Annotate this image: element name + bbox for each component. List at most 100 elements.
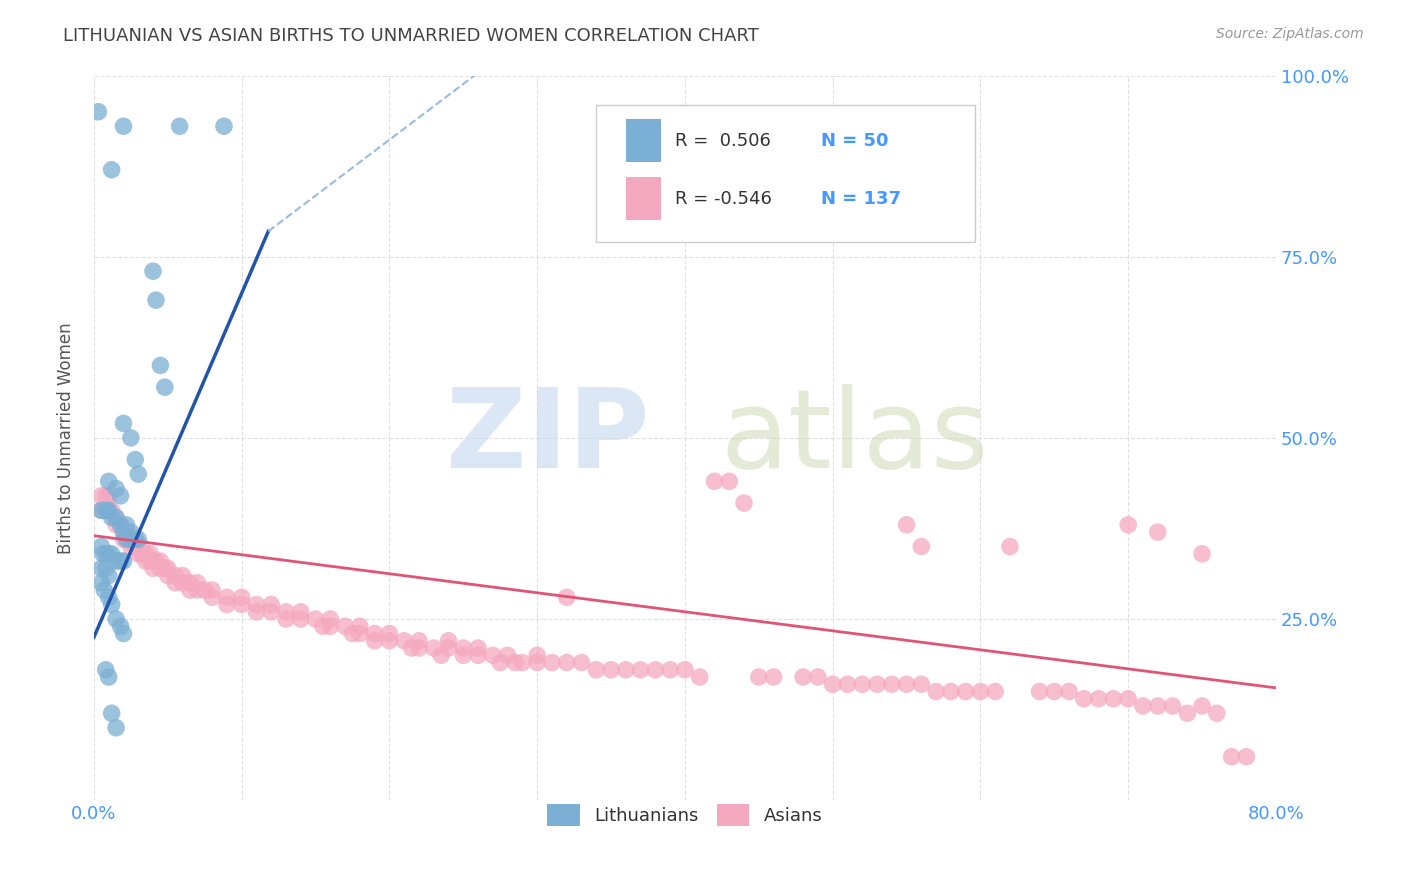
Point bbox=[94, 503, 117, 517]
Point bbox=[555, 591, 578, 605]
Point bbox=[105, 517, 128, 532]
Point bbox=[120, 525, 142, 540]
Point bbox=[105, 510, 128, 524]
Point bbox=[94, 489, 117, 503]
Point bbox=[630, 663, 652, 677]
Point bbox=[142, 264, 165, 278]
Point bbox=[1057, 684, 1080, 698]
Text: LITHUANIAN VS ASIAN BIRTHS TO UNMARRIED WOMEN CORRELATION CHART: LITHUANIAN VS ASIAN BIRTHS TO UNMARRIED … bbox=[63, 27, 759, 45]
Point bbox=[149, 359, 172, 373]
Point bbox=[120, 533, 142, 547]
Point bbox=[925, 684, 948, 698]
Point bbox=[124, 533, 146, 547]
Point bbox=[156, 568, 179, 582]
Point bbox=[363, 633, 385, 648]
Point bbox=[880, 677, 903, 691]
Point bbox=[112, 626, 135, 640]
Point bbox=[260, 605, 283, 619]
Point bbox=[112, 120, 135, 134]
Point bbox=[673, 663, 696, 677]
Point bbox=[319, 612, 342, 626]
Point bbox=[115, 533, 138, 547]
Point bbox=[1028, 684, 1050, 698]
Point bbox=[172, 568, 194, 582]
Point bbox=[94, 547, 117, 561]
Point bbox=[231, 598, 253, 612]
Point bbox=[201, 591, 224, 605]
Point bbox=[105, 554, 128, 568]
Text: ZIP: ZIP bbox=[446, 384, 650, 491]
Point bbox=[97, 503, 120, 517]
Point bbox=[401, 640, 423, 655]
Point bbox=[526, 656, 548, 670]
Point bbox=[910, 540, 932, 554]
Point bbox=[274, 605, 297, 619]
Point bbox=[939, 684, 962, 698]
Point bbox=[969, 684, 991, 698]
Point bbox=[489, 656, 512, 670]
Point bbox=[392, 633, 415, 648]
Point bbox=[482, 648, 505, 663]
Point bbox=[153, 380, 176, 394]
Point bbox=[1116, 691, 1139, 706]
Point bbox=[600, 663, 623, 677]
Point bbox=[212, 120, 235, 134]
Point bbox=[90, 561, 112, 575]
Legend: Lithuanians, Asians: Lithuanians, Asians bbox=[538, 795, 831, 835]
Point bbox=[124, 540, 146, 554]
Point bbox=[149, 554, 172, 568]
Point bbox=[97, 475, 120, 489]
Point bbox=[467, 640, 489, 655]
Point bbox=[526, 648, 548, 663]
Point bbox=[333, 619, 356, 633]
Point bbox=[112, 525, 135, 540]
Point bbox=[94, 503, 117, 517]
Point bbox=[105, 482, 128, 496]
Point bbox=[165, 568, 187, 582]
Point bbox=[127, 547, 149, 561]
Point bbox=[129, 540, 152, 554]
Point bbox=[1043, 684, 1066, 698]
Point bbox=[90, 503, 112, 517]
Text: N = 137: N = 137 bbox=[821, 190, 901, 208]
Point bbox=[156, 561, 179, 575]
Point bbox=[172, 575, 194, 590]
Point bbox=[896, 677, 918, 691]
Point bbox=[453, 648, 475, 663]
Point bbox=[1132, 698, 1154, 713]
Point bbox=[349, 626, 371, 640]
Point bbox=[851, 677, 873, 691]
Point bbox=[1175, 706, 1198, 721]
Point bbox=[1191, 547, 1213, 561]
Point bbox=[1191, 698, 1213, 713]
Point bbox=[342, 626, 364, 640]
Point bbox=[110, 517, 132, 532]
Point bbox=[97, 489, 120, 503]
Point bbox=[120, 431, 142, 445]
Point bbox=[748, 670, 770, 684]
Point bbox=[100, 503, 122, 517]
Point bbox=[585, 663, 607, 677]
Point bbox=[644, 663, 666, 677]
Point bbox=[245, 605, 267, 619]
Point bbox=[304, 612, 326, 626]
Point bbox=[215, 598, 238, 612]
Text: R =  0.506: R = 0.506 bbox=[675, 132, 772, 150]
Point bbox=[866, 677, 889, 691]
Point bbox=[503, 656, 526, 670]
Bar bbox=[626, 119, 661, 162]
Point bbox=[97, 591, 120, 605]
Point bbox=[90, 503, 112, 517]
Point bbox=[1220, 749, 1243, 764]
Point bbox=[541, 656, 564, 670]
Point bbox=[100, 547, 122, 561]
Point bbox=[90, 540, 112, 554]
Point bbox=[290, 605, 312, 619]
Point bbox=[120, 540, 142, 554]
Point bbox=[659, 663, 682, 677]
Point bbox=[496, 648, 519, 663]
Point bbox=[90, 575, 112, 590]
Point bbox=[105, 721, 128, 735]
Point bbox=[115, 517, 138, 532]
Point bbox=[363, 626, 385, 640]
